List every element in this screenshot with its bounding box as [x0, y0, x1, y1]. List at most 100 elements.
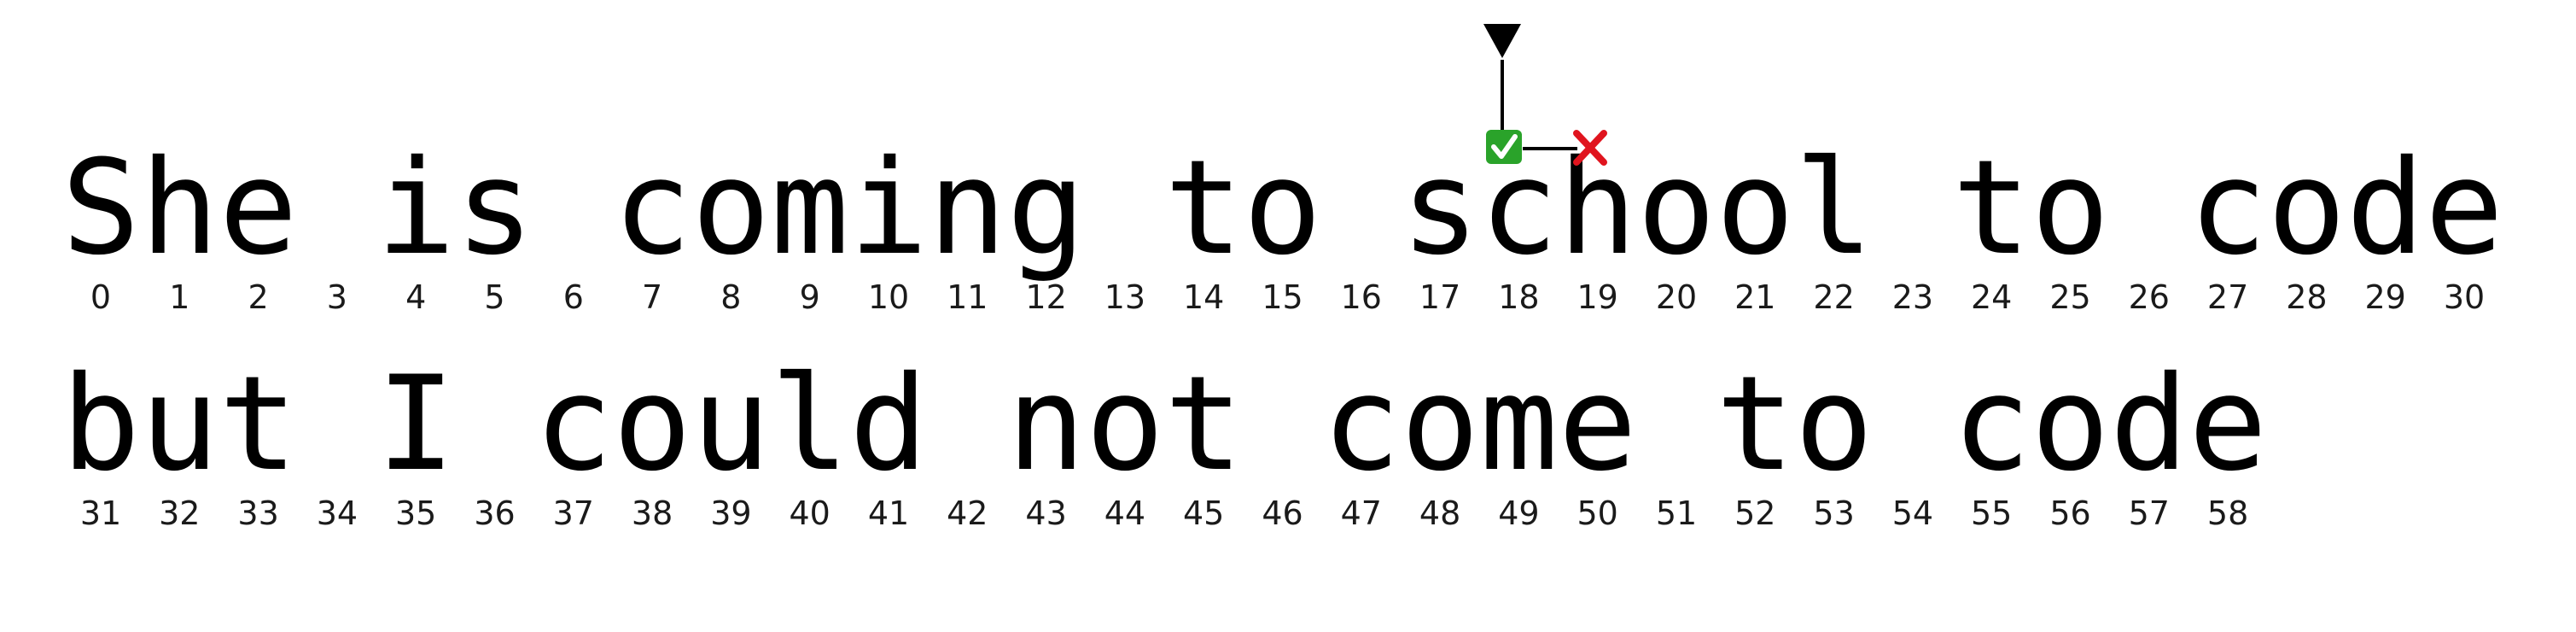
char-index: 9 [799, 278, 820, 316]
char-cell: t [1716, 348, 1795, 500]
char-cell: o [2031, 132, 2110, 284]
char-index: 37 [552, 494, 594, 532]
char-cell [1244, 348, 1322, 501]
char-cell: S [61, 132, 141, 284]
char-index: 21 [1734, 278, 1776, 316]
char-cell: g [1006, 132, 1086, 284]
char-cell: u [140, 348, 219, 500]
char-index: 57 [2128, 494, 2170, 532]
char-index: 23 [1891, 278, 1934, 316]
char-cell: l [770, 348, 849, 500]
char-cell: t [1164, 132, 1244, 284]
char-cell: c [533, 348, 613, 500]
char-index: 7 [642, 278, 663, 316]
char-cell [298, 348, 376, 501]
char-cell: c [613, 132, 692, 284]
char-cell: o [1794, 348, 1874, 500]
char-index: 42 [947, 494, 988, 532]
char-cell: m [770, 132, 849, 284]
char-index: 0 [90, 278, 112, 316]
char-index: 40 [789, 494, 830, 532]
char-index: 55 [1971, 494, 2013, 532]
red-cross-icon [1573, 130, 1607, 166]
char-index: 5 [484, 278, 505, 316]
char-cell: d [2109, 348, 2188, 500]
char-index: 45 [1183, 494, 1225, 532]
char-cell: I [376, 348, 456, 500]
char-cell: o [1716, 132, 1795, 284]
char-cell: o [613, 348, 692, 500]
char-index: 20 [1655, 278, 1698, 316]
char-index: 39 [710, 494, 752, 532]
char-cell: i [849, 132, 929, 284]
char-cell: c [1321, 348, 1401, 500]
char-index: 32 [159, 494, 201, 532]
char-cell: o [691, 132, 771, 284]
char-cell: e [2425, 132, 2504, 284]
position-pointer [1483, 24, 1607, 166]
char-cell: i [376, 132, 456, 284]
char-index: 47 [1340, 494, 1382, 532]
char-index: 3 [326, 278, 347, 316]
char-cell: o [1637, 132, 1716, 284]
char-cell: h [140, 132, 219, 284]
char-index: 13 [1104, 278, 1146, 316]
char-cell: o [2267, 132, 2346, 284]
char-cell: e [219, 132, 298, 284]
char-cell: s [455, 132, 534, 284]
char-index: 33 [237, 494, 279, 532]
char-index: 56 [2049, 494, 2091, 532]
char-index: 10 [867, 278, 910, 316]
char-cell: c [1952, 348, 2031, 500]
char-cell [456, 348, 534, 501]
char-index: 49 [1498, 494, 1540, 532]
char-index: 1 [169, 278, 190, 316]
char-index: 36 [474, 494, 516, 532]
char-cell: c [2188, 132, 2268, 284]
char-index: 26 [2128, 278, 2170, 316]
char-index: 54 [1891, 494, 1934, 532]
char-index: 16 [1340, 278, 1382, 316]
char-index: 30 [2443, 278, 2486, 316]
char-index: 24 [1971, 278, 2013, 316]
char-index: 58 [2206, 494, 2249, 532]
char-index: 50 [1576, 494, 1618, 532]
char-cell: d [849, 348, 929, 500]
char-index: 46 [1262, 494, 1303, 532]
char-cell: m [1479, 348, 1559, 500]
char-cell: d [2346, 132, 2425, 284]
char-cell [1637, 348, 1716, 501]
text-line-2: b 31 u 32 t 33 34 I 35 36 c 37 o 38 u 39 l 40 d 41 42 n 43 o… [0, 348, 2576, 578]
char-cell: t [219, 348, 298, 500]
char-cell: t [1952, 132, 2031, 284]
char-cell: e [1558, 348, 1637, 500]
green-check-icon [1486, 130, 1522, 164]
char-index: 17 [1419, 278, 1461, 316]
char-index: 28 [2286, 278, 2328, 316]
char-index: 41 [867, 494, 910, 532]
char-index: 29 [2364, 278, 2406, 316]
char-cell [928, 348, 1006, 501]
char-cell: n [928, 132, 1007, 284]
char-index: 25 [2049, 278, 2091, 316]
char-index: 35 [395, 494, 437, 532]
char-cell: e [2188, 348, 2268, 500]
char-index: 18 [1498, 278, 1540, 316]
char-cell: n [1006, 348, 1086, 500]
char-index: 8 [720, 278, 742, 316]
char-cell: s [1401, 132, 1480, 284]
char-index: 53 [1813, 494, 1855, 532]
char-cell: l [1794, 132, 1874, 284]
char-cell: o [1085, 348, 1165, 500]
char-index: 19 [1576, 278, 1618, 316]
char-index: 15 [1262, 278, 1303, 316]
char-cell: u [691, 348, 771, 500]
char-cell: o [2031, 348, 2110, 500]
char-cell [1874, 348, 1952, 501]
char-cell: o [1243, 132, 1322, 284]
char-index: 6 [562, 278, 584, 316]
char-cell: o [1401, 348, 1480, 500]
char-index: 48 [1419, 494, 1461, 532]
down-triangle-icon [1483, 24, 1521, 58]
char-index: 12 [1025, 278, 1067, 316]
